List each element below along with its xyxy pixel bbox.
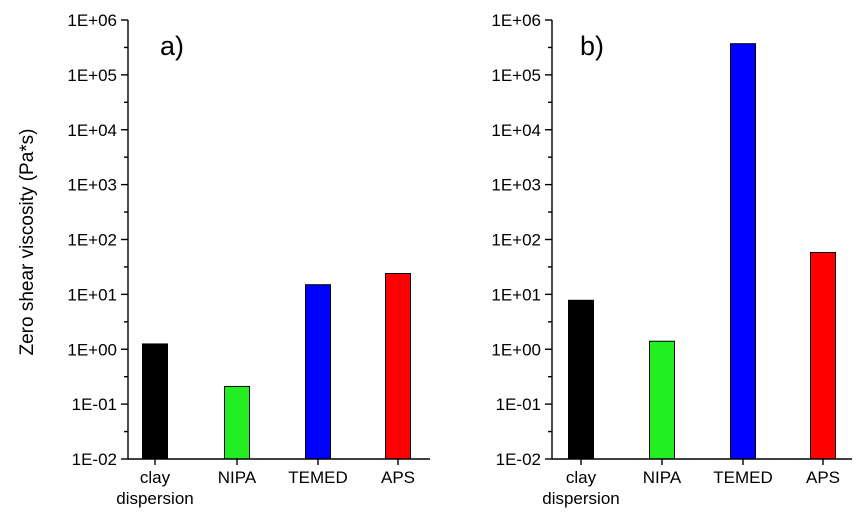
y-tick-label: 1E+00: [67, 340, 117, 359]
x-tick-label: TEMED: [713, 468, 773, 487]
y-tick-label: 1E-01: [496, 395, 541, 414]
panel-label: a): [160, 31, 184, 61]
y-tick-label: 1E+03: [491, 176, 541, 195]
y-tick-label: 1E-02: [72, 450, 117, 469]
y-axis-title: Zero shear viscosity (Pa*s): [17, 128, 38, 355]
y-tick-label: 1E+06: [491, 11, 541, 30]
bar-clay: [142, 343, 168, 460]
y-tick-label: 1E-02: [496, 450, 541, 469]
bar-temed: [730, 43, 756, 460]
bar-aps: [810, 251, 836, 460]
x-tick-label: TEMED: [288, 468, 348, 487]
panel-label: b): [580, 31, 604, 61]
x-tick-label: APS: [806, 468, 840, 487]
y-tick-label: 1E+06: [67, 11, 117, 30]
x-tick-label: NIPA: [218, 468, 257, 487]
y-tick-label: 1E+00: [491, 340, 541, 359]
bar-clay: [568, 299, 594, 460]
y-tick-label: 1E-01: [72, 395, 117, 414]
bar-nipa: [224, 385, 250, 460]
x-tick-label: clay dispersion: [542, 468, 620, 508]
y-tick-label: 1E+02: [67, 231, 117, 250]
chart-panel-b: 1E-02 1E-01 1E+00 1E+01 1E+02 1E+03 1E+04 1E+05…: [491, 11, 852, 508]
y-tick-label: 1E+03: [67, 176, 117, 195]
bar-nipa: [649, 340, 675, 460]
y-tick-label: 1E+04: [491, 121, 541, 140]
chart-panel-a: 1E-02 1E-01 1E+00 1E+01 1E+02 1E+03 1E+04 1E+05…: [67, 11, 430, 508]
x-tick-label: APS: [381, 468, 415, 487]
y-tick-label: 1E+01: [67, 285, 117, 304]
bar-temed: [305, 284, 331, 460]
y-tick-label: 1E+05: [67, 66, 117, 85]
y-tick-label: 1E+01: [491, 285, 541, 304]
bar-aps: [385, 273, 411, 460]
y-tick-label: 1E+04: [67, 121, 117, 140]
x-tick-label: NIPA: [643, 468, 682, 487]
x-tick-label: clay dispersion: [116, 468, 194, 508]
y-tick-label: 1E+05: [491, 66, 541, 85]
y-tick-label: 1E+02: [491, 231, 541, 250]
